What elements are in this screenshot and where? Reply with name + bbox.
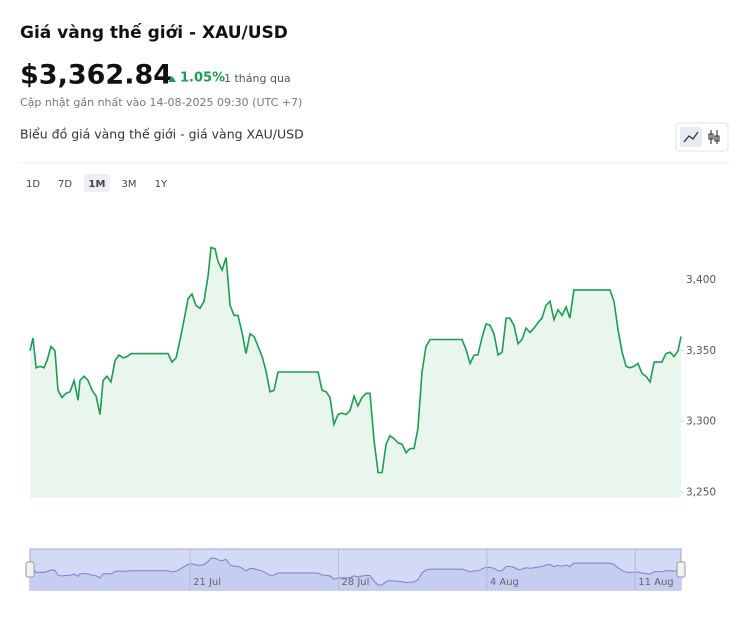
range-button[interactable]: 1M [89,179,106,190]
change: 1.05% [180,71,225,86]
x-tick-label: 28 Jul [341,577,369,588]
area [30,247,681,498]
navigator-line [29,557,682,586]
period: 1 tháng qua [224,72,291,85]
range-button[interactable]: 7D [58,179,72,190]
y-tick-label: 3,250 [686,486,716,498]
x-tick-label: 11 Aug [638,577,673,588]
chart-heading: Biểu đồ giá vàng thế giới - giá vàng XAU… [20,127,304,142]
navigator-handle[interactable] [25,561,35,578]
price: $3,362.84 [20,60,172,91]
x-tick-label: 21 Jul [193,577,221,588]
x-tick-label: 4 Aug [490,577,519,588]
price-line [29,246,682,474]
updated: Cập nhật gần nhất vào 14-08-2025 09:30 (… [20,96,302,109]
range-button[interactable]: 1D [26,179,40,190]
title: Giá vàng thế giới - XAU/USD [20,22,288,43]
up-arrow [168,76,176,82]
range-active [84,174,110,192]
y-tick-label: 3,300 [686,416,716,428]
navigator-area [30,558,681,590]
y-tick-label: 3,350 [686,345,716,357]
range-button[interactable]: 3M [122,179,137,190]
candle-button[interactable] [708,130,720,144]
range-button[interactable]: 1Y [155,179,168,190]
navigator-handle[interactable] [676,561,686,578]
line-icon [683,131,699,143]
y-tick-label: 3,400 [686,274,716,286]
